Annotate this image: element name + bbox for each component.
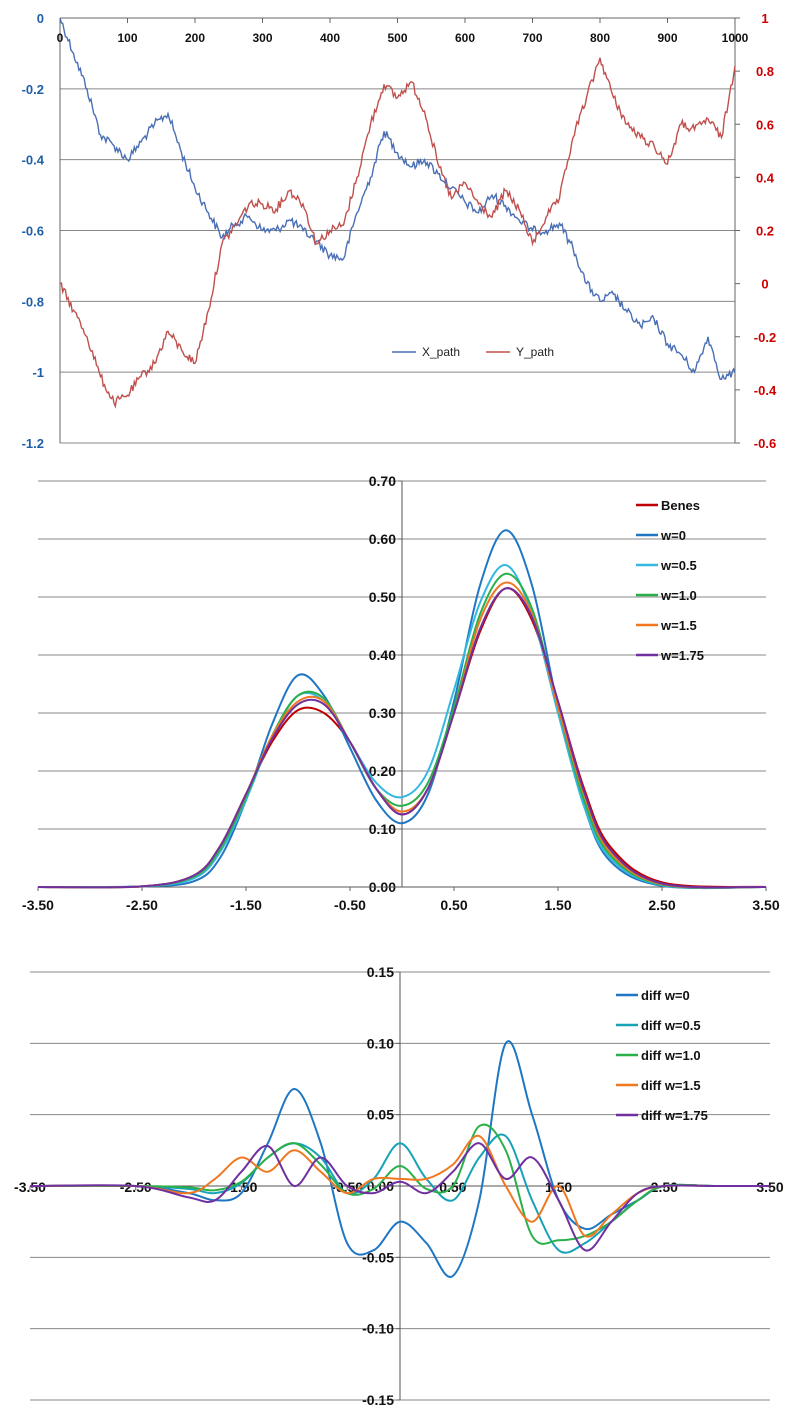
x-tick-label: 2.50: [648, 897, 675, 913]
y-left-tick-label: -1: [32, 365, 44, 380]
legend-label: w=0.5: [660, 558, 697, 573]
x-tick-label: 400: [320, 31, 340, 45]
legend-label: diff w=1.5: [641, 1078, 701, 1093]
y-right-tick-label: 0.4: [756, 170, 775, 185]
x-tick-label: 800: [590, 31, 610, 45]
legend-label: w=1.75: [660, 648, 704, 663]
y-tick-label: 0.30: [369, 705, 396, 721]
x-tick-label: 0.50: [440, 897, 467, 913]
y-right-tick-label: 0: [761, 277, 768, 292]
x-tick-label: 2.50: [651, 1179, 678, 1195]
y-tick-label: 0.20: [369, 763, 396, 779]
series-line: [37, 587, 767, 889]
x-tick-label: 500: [387, 31, 407, 45]
series-line: [29, 1142, 770, 1252]
y-tick-label: -0.05: [362, 1249, 394, 1265]
x-tick-label: -1.50: [225, 1179, 257, 1195]
y-tick-label: 0.40: [369, 647, 396, 663]
y-left-tick-label: -0.8: [22, 294, 44, 309]
x-tick-label: -3.50: [22, 897, 54, 913]
legend-label: w=0: [660, 528, 686, 543]
y-tick-label: 0.15: [367, 964, 394, 980]
x-tick-label: 1000: [722, 31, 749, 45]
legend-label: diff w=1.0: [641, 1048, 701, 1063]
y-right-tick-label: -0.4: [754, 383, 777, 398]
y-left-tick-label: -0.2: [22, 82, 44, 97]
x-tick-label: -0.50: [334, 897, 366, 913]
x-tick-label: 3.50: [756, 1179, 783, 1195]
legend-label: diff w=0: [641, 988, 690, 1003]
y-right-tick-label: 0.2: [756, 224, 774, 239]
legend-label: X_path: [422, 345, 460, 359]
x-tick-label: 700: [522, 31, 542, 45]
legend-label: Y_path: [516, 345, 554, 359]
legend-label: Benes: [661, 498, 700, 513]
y-left-tick-label: -0.6: [22, 224, 44, 239]
x-tick-label: 200: [185, 31, 205, 45]
x-tick-label: 1.50: [544, 897, 571, 913]
y-tick-label: 0.10: [367, 1035, 394, 1051]
legend-label: w=1.0: [660, 588, 697, 603]
chart-difference: 0.150.100.050.00-0.05-0.10-0.15-3.50 -2.5…: [14, 964, 784, 1408]
chart-density: 0.000.100.200.300.400.500.600.70-3.50 -2.…: [22, 473, 780, 913]
y-tick-label: -0.15: [362, 1392, 394, 1408]
x-tick-label: 0: [57, 31, 64, 45]
x-tick-label: -2.50: [126, 897, 158, 913]
x-tick-label: 900: [657, 31, 677, 45]
x-tick-label: 3.50: [752, 897, 779, 913]
y-right-tick-label: 0.8: [756, 64, 774, 79]
x-tick-label: -3.50: [14, 1179, 46, 1195]
chart-brownian-paths: 0 -0.2 -0.4 -0.6 -0.8 -1 -1.2 1 0.8 0.6 0.4 0.2 0 -0.…: [22, 11, 777, 451]
y-right-tick-label: -0.2: [754, 330, 776, 345]
series-line: [37, 572, 767, 889]
y-right-tick-label: 1: [761, 11, 768, 26]
x-tick-label: 600: [455, 31, 475, 45]
y-left-tick-label: -0.4: [22, 153, 45, 168]
x-tick-label: -1.50: [230, 897, 262, 913]
y-tick-label: -0.10: [362, 1321, 394, 1337]
y-left-tick-label: 0: [37, 11, 44, 26]
legend-label: diff w=1.75: [641, 1108, 708, 1123]
y-tick-label: 0.05: [367, 1107, 394, 1123]
series-line: [37, 564, 767, 889]
legend-label: diff w=0.5: [641, 1018, 701, 1033]
legend-label: w=1.5: [660, 618, 697, 633]
series-line: [29, 1135, 770, 1238]
y-tick-label: 0.70: [369, 473, 396, 489]
y-left-tick-label: -1.2: [22, 436, 44, 451]
series-line-y-path: [59, 57, 736, 409]
y-tick-label: 0.50: [369, 589, 396, 605]
series-line-x-path: [59, 17, 736, 381]
y-right-tick-label: 0.6: [756, 117, 774, 132]
y-tick-label: 0.60: [369, 531, 396, 547]
x-tick-label: 300: [252, 31, 272, 45]
y-tick-label: 0.10: [369, 821, 396, 837]
y-right-tick-label: -0.6: [754, 436, 776, 451]
x-tick-label: 100: [117, 31, 137, 45]
